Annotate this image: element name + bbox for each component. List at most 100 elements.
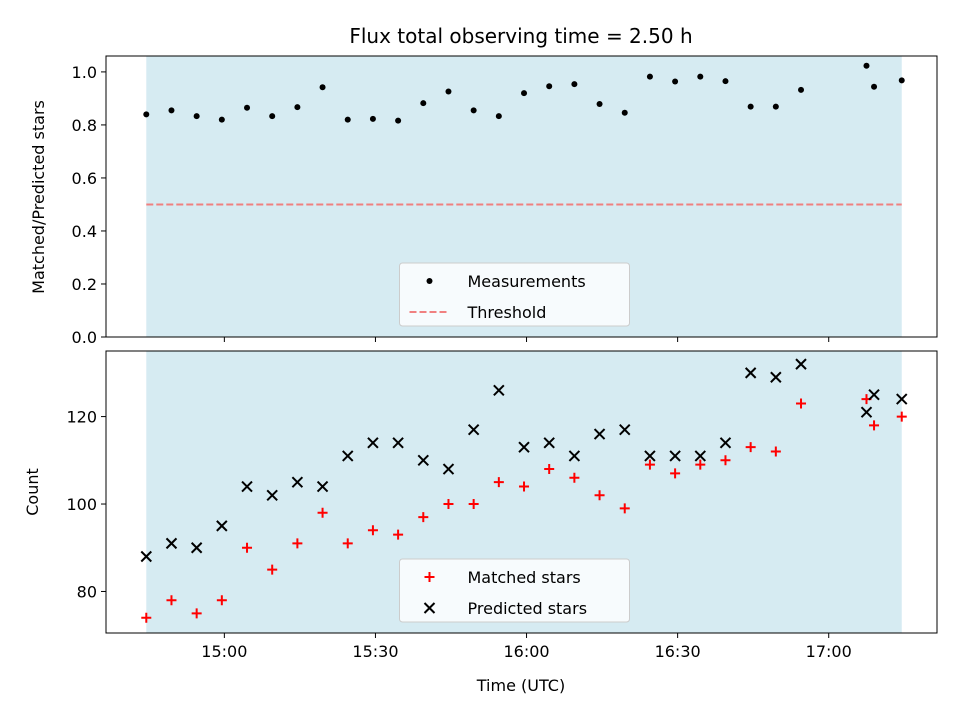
data-point <box>544 464 555 475</box>
x-tick-label: 17:00 <box>806 642 852 661</box>
data-point <box>896 393 908 405</box>
data-point <box>593 428 606 440</box>
data-point <box>316 480 329 493</box>
data-point <box>621 109 628 116</box>
legend-box <box>399 262 630 327</box>
data-point <box>745 442 756 453</box>
series-plus <box>141 394 907 623</box>
count-panel: Count Time (UTC) 80 100 120 15:00 15:30 16:00… <box>23 350 938 695</box>
data-point <box>420 100 427 107</box>
data-point <box>869 420 880 431</box>
data-point <box>342 450 354 462</box>
x-axis-label: Time (UTC) <box>476 676 565 695</box>
data-point <box>344 116 351 123</box>
data-point <box>168 107 175 114</box>
data-point <box>697 73 704 80</box>
data-point <box>543 437 555 449</box>
data-point <box>795 358 807 370</box>
y-tick-label: 100 <box>66 495 97 514</box>
data-point <box>720 455 731 466</box>
data-point <box>619 423 631 436</box>
data-point <box>392 437 404 449</box>
data-point <box>190 542 203 554</box>
data-point <box>594 490 605 501</box>
count-y-axis-label: Count <box>23 468 42 516</box>
ratio-y-axis-label: Matched/Predicted stars <box>29 100 48 294</box>
data-point <box>672 78 679 85</box>
data-point <box>291 476 304 488</box>
data-point <box>442 463 455 475</box>
y-tick-label: 0.2 <box>72 275 97 294</box>
data-point <box>569 472 580 483</box>
legend-marker <box>423 602 436 614</box>
data-point <box>241 480 253 493</box>
legend-label: Threshold <box>467 303 547 322</box>
data-point <box>417 454 429 467</box>
data-point <box>393 529 404 540</box>
data-point <box>744 367 757 379</box>
data-point <box>342 538 353 549</box>
data-point <box>418 512 429 523</box>
data-point <box>871 83 878 90</box>
data-point <box>216 595 227 606</box>
y-tick-label: 80 <box>77 582 97 601</box>
data-point <box>798 86 805 93</box>
data-point <box>670 468 681 479</box>
x-tick-label: 15:00 <box>201 642 247 661</box>
data-point <box>495 113 502 120</box>
data-point <box>546 83 553 90</box>
data-point <box>493 384 505 397</box>
data-point <box>722 78 729 85</box>
x-tick-label: 16:30 <box>655 642 701 661</box>
data-point <box>719 437 732 449</box>
data-point <box>470 107 477 114</box>
data-point <box>266 489 278 501</box>
y-tick-label: 0.4 <box>72 222 97 241</box>
data-point <box>294 104 301 111</box>
data-point <box>317 507 328 518</box>
data-point <box>367 525 378 536</box>
data-point <box>568 450 581 462</box>
data-point <box>747 103 754 110</box>
legend: Measurements Threshold <box>399 262 630 327</box>
data-point <box>519 481 530 492</box>
axes-frame <box>105 55 938 338</box>
data-point <box>319 84 326 91</box>
x-tick-label: 16:00 <box>503 642 549 661</box>
data-point <box>242 542 253 553</box>
legend: Matched stars Predicted stars <box>399 558 630 623</box>
data-point <box>694 450 706 462</box>
data-point <box>521 90 528 97</box>
data-point <box>445 88 452 95</box>
data-point <box>216 520 228 532</box>
legend-marker <box>424 572 435 582</box>
x-tick-label: 15:30 <box>352 642 398 661</box>
data-point <box>367 437 379 449</box>
data-point <box>140 550 152 563</box>
data-point <box>863 62 870 69</box>
data-point <box>796 398 807 409</box>
data-point <box>868 389 880 401</box>
data-point <box>468 499 479 510</box>
data-point <box>443 499 454 510</box>
y-tick-label: 0.6 <box>72 169 97 188</box>
data-point <box>695 459 706 470</box>
data-point <box>143 111 150 118</box>
data-point <box>646 73 653 80</box>
data-point <box>596 100 603 107</box>
y-tick-label: 1.0 <box>72 63 97 82</box>
data-point <box>644 450 656 462</box>
data-point <box>369 115 376 122</box>
data-point <box>772 103 779 110</box>
data-point <box>770 371 782 383</box>
data-point <box>395 117 402 124</box>
data-point <box>493 477 504 488</box>
chart-title: Flux total observing time = 2.50 h <box>349 24 692 48</box>
legend-label: Measurements <box>468 272 586 291</box>
data-point <box>571 81 578 88</box>
data-point <box>193 113 200 120</box>
y-tick-label: 0.8 <box>72 116 97 135</box>
data-point <box>770 446 781 457</box>
y-tick-label: 0.0 <box>72 328 97 347</box>
